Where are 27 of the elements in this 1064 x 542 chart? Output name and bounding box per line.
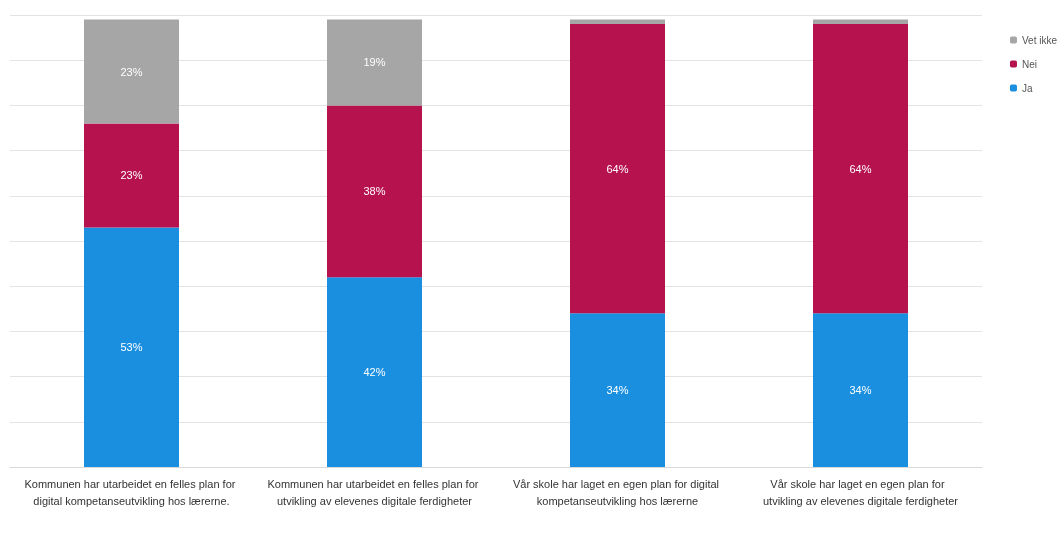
legend-label: Nei [1021, 58, 1037, 70]
data-label: 64% [606, 162, 629, 175]
data-label: 38% [363, 185, 386, 198]
bar [570, 24, 665, 314]
x-tick-label: Vår skole har laget en egen plan for utvikling av elevenes digitale ferdigheter [762, 477, 959, 507]
legend-label: Ja [1021, 82, 1033, 94]
bar [813, 24, 908, 314]
data-label: 34% [606, 384, 629, 397]
bar [327, 105, 422, 278]
bar [813, 313, 908, 467]
x-tick-label: Kommunen har utarbeidet en felles plan for digital kompetanseutvikling hos lærerne. [24, 477, 239, 507]
data-label: 23% [120, 169, 143, 182]
x-tick-label: Kommunen har utarbeidet en felles plan for utvikling av elevenes digitale ferdigheter [267, 477, 482, 507]
legend-label: Vet ikke [1021, 34, 1058, 46]
bar [327, 277, 422, 467]
bar [327, 19, 422, 106]
data-label: 23% [120, 65, 143, 78]
bar [84, 123, 179, 228]
bar [84, 19, 179, 124]
data-label: 19% [363, 56, 386, 69]
data-label: 64% [849, 162, 872, 175]
bar [570, 313, 665, 467]
data-label: 53% [120, 341, 143, 354]
x-tick-label: Vår skole har laget en egen plan for digital kompetanseutvikling hos lærerne [512, 477, 723, 507]
bar [84, 227, 179, 467]
data-label: 34% [849, 384, 872, 397]
data-label: 42% [363, 366, 386, 379]
